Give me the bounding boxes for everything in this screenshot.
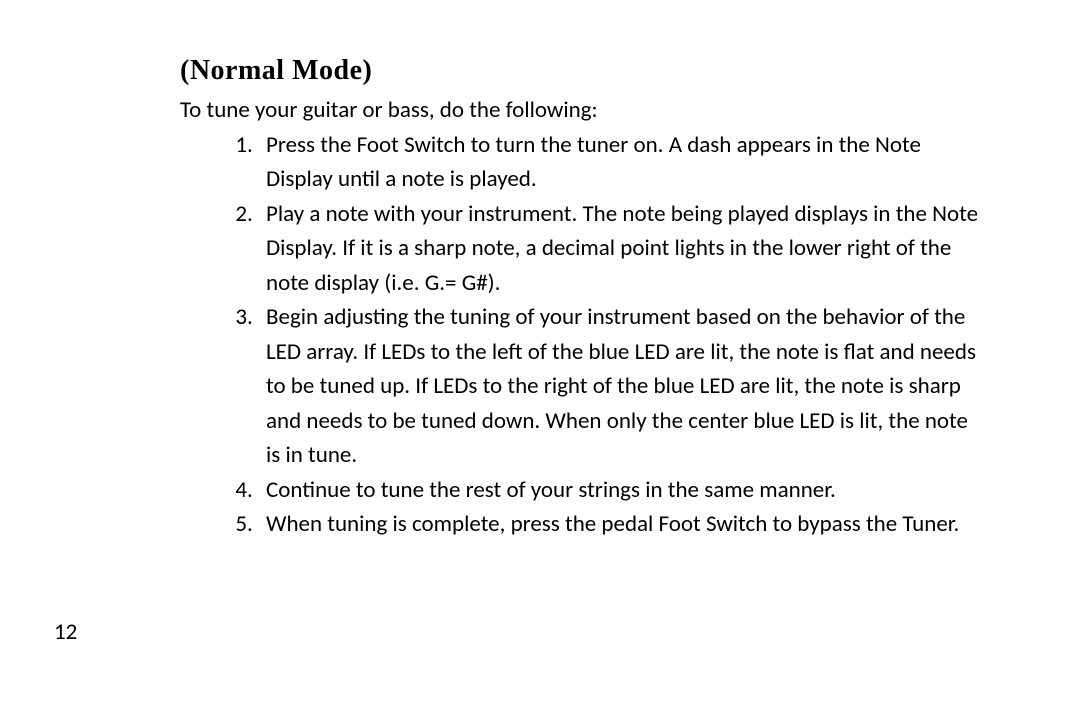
step-item: Begin adjusting the tuning of your instr… xyxy=(258,300,980,473)
manual-page: (Normal Mode) To tune your guitar or bas… xyxy=(0,0,1080,702)
step-item: Continue to tune the rest of your string… xyxy=(258,473,980,508)
step-item: When tuning is complete, press the pedal… xyxy=(258,507,980,542)
section-heading: (Normal Mode) xyxy=(180,55,980,87)
intro-text: To tune your guitar or bass, do the foll… xyxy=(180,93,980,128)
page-number: 12 xyxy=(54,618,77,646)
step-item: Play a note with your instrument. The no… xyxy=(258,197,980,301)
steps-list: Press the Foot Switch to turn the tuner … xyxy=(180,128,980,542)
step-item: Press the Foot Switch to turn the tuner … xyxy=(258,128,980,197)
